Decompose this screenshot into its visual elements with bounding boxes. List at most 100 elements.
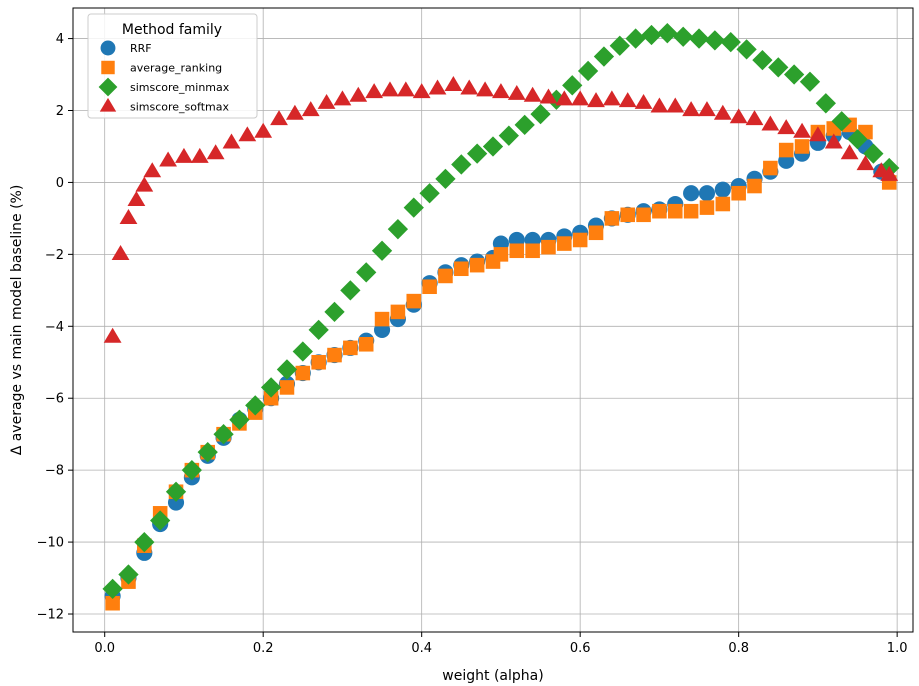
plot-frame bbox=[72, 7, 914, 633]
average_ranking-point bbox=[343, 340, 358, 356]
data-marks bbox=[102, 23, 900, 611]
simscore_minmax-point bbox=[356, 262, 377, 283]
simscore_minmax-point bbox=[435, 168, 456, 189]
average_ranking-point bbox=[747, 178, 762, 194]
simscore_softmax-point bbox=[222, 133, 241, 149]
average_ranking-point bbox=[588, 225, 604, 241]
y-tick-label: −12 bbox=[37, 608, 64, 623]
y-tick-label: 4 bbox=[56, 32, 64, 47]
simscore_softmax-point bbox=[412, 83, 431, 99]
simscore_minmax-point bbox=[783, 64, 805, 85]
simscore_softmax-point bbox=[555, 90, 574, 106]
y-axis-label: Δ average vs main model baseline (%) bbox=[9, 185, 25, 456]
legend-marker-RRF bbox=[100, 40, 116, 56]
simscore_minmax-point bbox=[165, 481, 187, 502]
simscore_softmax-point bbox=[880, 165, 899, 181]
simscore_softmax-point bbox=[111, 245, 130, 260]
simscore_softmax-point bbox=[365, 83, 384, 99]
simscore_minmax-point bbox=[102, 578, 123, 599]
simscore_softmax-point bbox=[190, 147, 209, 163]
simscore_minmax-point bbox=[736, 39, 757, 60]
simscore_minmax-point bbox=[134, 531, 155, 553]
simscore_softmax-point bbox=[571, 90, 590, 106]
average_ranking-point bbox=[295, 365, 311, 381]
simscore_softmax-point bbox=[666, 97, 685, 113]
simscore_softmax-point bbox=[460, 79, 479, 95]
y-tick-label: −10 bbox=[37, 536, 64, 551]
legend-title: Method family bbox=[122, 22, 222, 38]
simscore_minmax-point bbox=[340, 280, 361, 301]
simscore_softmax-point bbox=[539, 88, 558, 104]
average_ranking-point bbox=[454, 261, 469, 277]
average_ranking-point bbox=[699, 200, 715, 215]
simscore_softmax-point bbox=[317, 93, 336, 109]
simscore_minmax-point bbox=[118, 564, 139, 585]
simscore_softmax-point bbox=[135, 176, 154, 192]
average_ranking-point bbox=[763, 160, 778, 176]
simscore_softmax-point bbox=[175, 147, 193, 163]
simscore_softmax-point bbox=[650, 97, 669, 113]
simscore_softmax-point bbox=[587, 92, 605, 108]
simscore_softmax-point bbox=[270, 110, 288, 126]
series-simscore_softmax bbox=[103, 75, 899, 343]
series-simscore_minmax bbox=[102, 23, 900, 599]
simscore_softmax-point bbox=[761, 115, 780, 131]
simscore_softmax-point bbox=[159, 151, 177, 167]
simscore_softmax-point bbox=[840, 144, 859, 160]
x-tick-label: 0.8 bbox=[728, 641, 749, 656]
simscore_softmax-point bbox=[729, 108, 748, 124]
simscore_softmax-point bbox=[381, 81, 399, 97]
x-tick-label: 0.0 bbox=[94, 641, 115, 656]
average_ranking-point bbox=[715, 196, 731, 212]
simscore_minmax-point bbox=[562, 75, 583, 96]
legend-label: simscore_softmax bbox=[130, 101, 229, 114]
average_ranking-point bbox=[374, 311, 390, 327]
legend-marker-simscore_minmax bbox=[98, 77, 118, 97]
y-tick-label: 2 bbox=[56, 104, 64, 119]
average_ranking-point bbox=[509, 243, 525, 259]
simscore_minmax-point bbox=[482, 136, 504, 157]
simscore_softmax-point bbox=[103, 327, 122, 343]
simscore_softmax-point bbox=[618, 92, 637, 108]
average_ranking-point bbox=[263, 390, 279, 406]
simscore_softmax-point bbox=[444, 75, 463, 91]
simscore_minmax-point bbox=[815, 93, 836, 114]
average_ranking-point bbox=[279, 380, 295, 395]
y-tick-label: −8 bbox=[45, 464, 64, 479]
average_ranking-point bbox=[541, 239, 556, 255]
simscore_softmax-point bbox=[396, 81, 415, 97]
simscore_softmax-point bbox=[809, 126, 827, 142]
simscore_softmax-point bbox=[333, 90, 352, 106]
average_ranking-point bbox=[493, 247, 509, 262]
simscore_minmax-point bbox=[641, 24, 662, 46]
legend: Method family RRF average_ranking simscore… bbox=[87, 13, 258, 119]
simscore_softmax-point bbox=[349, 86, 368, 102]
simscore_minmax-point bbox=[260, 377, 282, 398]
simscore_minmax-point bbox=[863, 143, 884, 164]
grid-lines bbox=[73, 8, 913, 632]
simscore_softmax-point bbox=[507, 84, 526, 100]
simscore_softmax-point bbox=[777, 119, 796, 135]
average_ranking-point bbox=[652, 203, 667, 219]
simscore_minmax-point bbox=[387, 219, 409, 240]
simscore_minmax-point bbox=[704, 30, 726, 51]
simscore_minmax-point bbox=[403, 197, 424, 218]
simscore_softmax-point bbox=[682, 101, 701, 117]
simscore_minmax-point bbox=[181, 460, 203, 481]
average_ranking-point bbox=[525, 243, 540, 259]
simscore_minmax-point bbox=[657, 23, 678, 44]
RRF-point bbox=[698, 185, 716, 202]
simscore_softmax-point bbox=[206, 144, 225, 160]
legend-label: average_ranking bbox=[130, 62, 222, 75]
simscore_minmax-point bbox=[752, 50, 773, 71]
simscore_minmax-point bbox=[324, 301, 345, 323]
average_ranking-point bbox=[390, 304, 406, 320]
simscore_minmax-point bbox=[768, 57, 789, 78]
legend-box bbox=[87, 13, 258, 119]
RRF-point bbox=[714, 181, 731, 198]
simscore_softmax-point bbox=[492, 83, 510, 99]
average_ranking-point bbox=[557, 236, 572, 251]
legend-marker-simscore_softmax bbox=[99, 97, 117, 112]
simscore_minmax-point bbox=[229, 409, 250, 430]
x-tick-label: 0.2 bbox=[253, 641, 274, 656]
